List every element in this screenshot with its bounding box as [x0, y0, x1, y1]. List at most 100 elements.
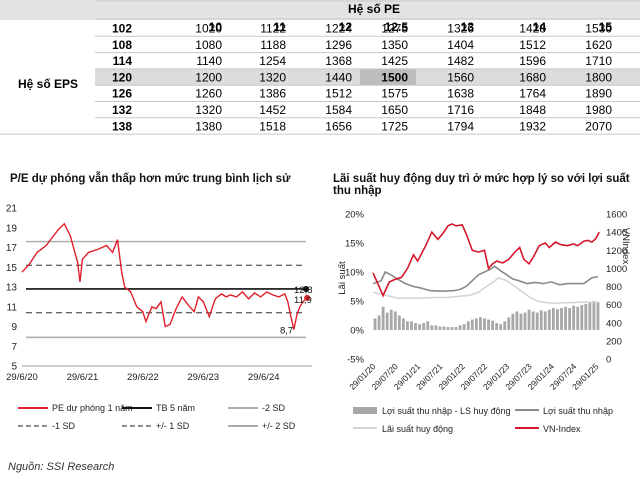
spread-bar: [479, 317, 482, 330]
pe-header-cell: 14: [533, 20, 547, 34]
y2-tick-label: 600: [606, 300, 622, 311]
legend-label: TB 5 năm: [156, 403, 195, 413]
table-cell: 1980: [585, 103, 612, 117]
eps-row-label: 138: [112, 119, 132, 133]
y-tick-label: 5: [11, 362, 17, 373]
table-cell: 1848: [519, 103, 546, 117]
pe-header-cell: 10: [209, 20, 223, 34]
legend-label: +/- 1 SD: [156, 421, 190, 431]
legend-label: -2 SD: [262, 403, 286, 413]
spread-bar: [470, 319, 474, 330]
table-cell: 1575: [381, 87, 408, 101]
spread-bar: [422, 323, 426, 330]
y-tick-label: 15: [6, 263, 18, 274]
x-tick-label: 29/6/21: [67, 372, 99, 383]
legend-label: Lãi suất huy động: [382, 424, 453, 434]
spread-bar: [438, 326, 442, 330]
spread-bar: [596, 302, 600, 330]
eps-row-label: 114: [113, 54, 133, 68]
left-chart-title: P/E dự phóng vẫn thấp hơn mức trung bình…: [10, 173, 291, 185]
spread-bar: [580, 305, 584, 330]
table-cell: 1188: [260, 38, 286, 52]
table-cell: 1404: [447, 38, 474, 52]
y2-tick-label: 1200: [606, 246, 627, 257]
annotation-label: 8,7: [280, 325, 293, 336]
legend-label: VN-Index: [543, 424, 581, 434]
table-cell: 1656: [325, 119, 352, 133]
y2-tick-label: 0: [606, 355, 611, 366]
pe-header-cell: 12: [339, 20, 353, 34]
spread-bar: [406, 321, 409, 330]
pe-history-chart: 5 7 9 11 13 15 17 19 21 29/6/20 29/6/21 29/6/22 29/…: [6, 204, 313, 432]
spread-bar: [564, 306, 567, 330]
eps-row-header: Hệ số EPS: [18, 77, 78, 91]
deposit-rate-line: [372, 276, 598, 305]
table-cell: 1716: [447, 103, 474, 117]
table-cell: 1800: [585, 70, 612, 84]
spread-bar: [495, 323, 499, 330]
pe-header-cell: 11: [273, 20, 286, 34]
eps-row-label: 108: [112, 38, 132, 52]
table-cell: 1260: [195, 87, 222, 101]
spread-bar: [543, 311, 547, 330]
legend-label: Lợi suất thu nhập: [543, 406, 613, 416]
table-cell: 1020: [195, 22, 222, 36]
table-cell: 1710: [585, 54, 612, 68]
spread-bar: [446, 327, 450, 330]
highlight-cell-bg: [360, 68, 416, 86]
source-note: Nguồn: SSI Research: [8, 461, 115, 473]
table-cell: 1296: [325, 38, 352, 52]
table-cell: 1224: [325, 22, 352, 36]
spread-bar: [539, 310, 543, 330]
y-tick-label: -5%: [347, 355, 364, 366]
y-tick-label: 21: [6, 204, 18, 215]
pe-eps-table: Hệ số PE 10 11 12 12.5 13 14 15 Hệ số EPS 102 1…: [0, 0, 640, 135]
legend-label: +/- 2 SD: [262, 421, 296, 431]
spread-bar: [568, 307, 572, 330]
spread-bar: [576, 306, 580, 330]
pe-forward-line: [21, 222, 308, 330]
y-tick-label: 0%: [350, 326, 364, 337]
spread-bar: [547, 309, 551, 330]
table-cell: 1254: [259, 54, 286, 68]
spread-bar: [430, 325, 434, 330]
x-tick-label: 29/6/20: [6, 372, 38, 383]
spread-bar: [450, 327, 454, 330]
table-cell: 1425: [381, 54, 408, 68]
table-cell: 1320: [259, 70, 286, 84]
spread-bar: [523, 312, 527, 330]
rates-chart: -5% 0% 5% 10% 15% 20% 0 200 400 600 800 1000 1200 14…: [337, 210, 631, 435]
spread-bar: [535, 312, 539, 330]
spread-bar: [442, 326, 446, 330]
table-cell: 1386: [259, 87, 286, 101]
annotation-label: 11,9: [294, 295, 312, 306]
y-tick-label: 19: [6, 223, 18, 234]
eps-row-label: 102: [112, 22, 132, 36]
spread-bar: [397, 315, 401, 330]
legend-swatch: [353, 407, 377, 414]
table-cell: 1500: [381, 70, 408, 84]
left-axis-label: Lãi suất: [337, 261, 348, 295]
table-cell: 1380: [195, 119, 222, 133]
eps-row-label: 126: [112, 87, 132, 101]
y2-tick-label: 800: [606, 282, 622, 293]
legend-label: PE dự phóng 1 năm: [52, 403, 133, 413]
y-tick-label: 17: [6, 243, 18, 254]
spread-bar: [454, 327, 458, 330]
table-cell: 1428: [519, 22, 546, 36]
annotation-label: 12,8: [294, 285, 313, 296]
spread-bar: [401, 318, 405, 330]
table-cell: 1440: [325, 70, 352, 84]
eps-row-label: 132: [112, 103, 132, 117]
spread-bar: [560, 307, 563, 330]
mean-endpoint-marker: [303, 285, 309, 292]
pe-header-cell: 13: [461, 20, 475, 34]
table-cell: 1326: [447, 22, 474, 36]
legend-label: -1 SD: [52, 421, 76, 431]
table-cell: 1200: [195, 70, 222, 84]
y-tick-label: 9: [11, 322, 17, 333]
spread-bar: [556, 309, 559, 330]
table-cell: 1794: [447, 119, 474, 133]
right-axis-label: VNIndex: [620, 228, 631, 265]
spread-bar: [474, 318, 478, 330]
